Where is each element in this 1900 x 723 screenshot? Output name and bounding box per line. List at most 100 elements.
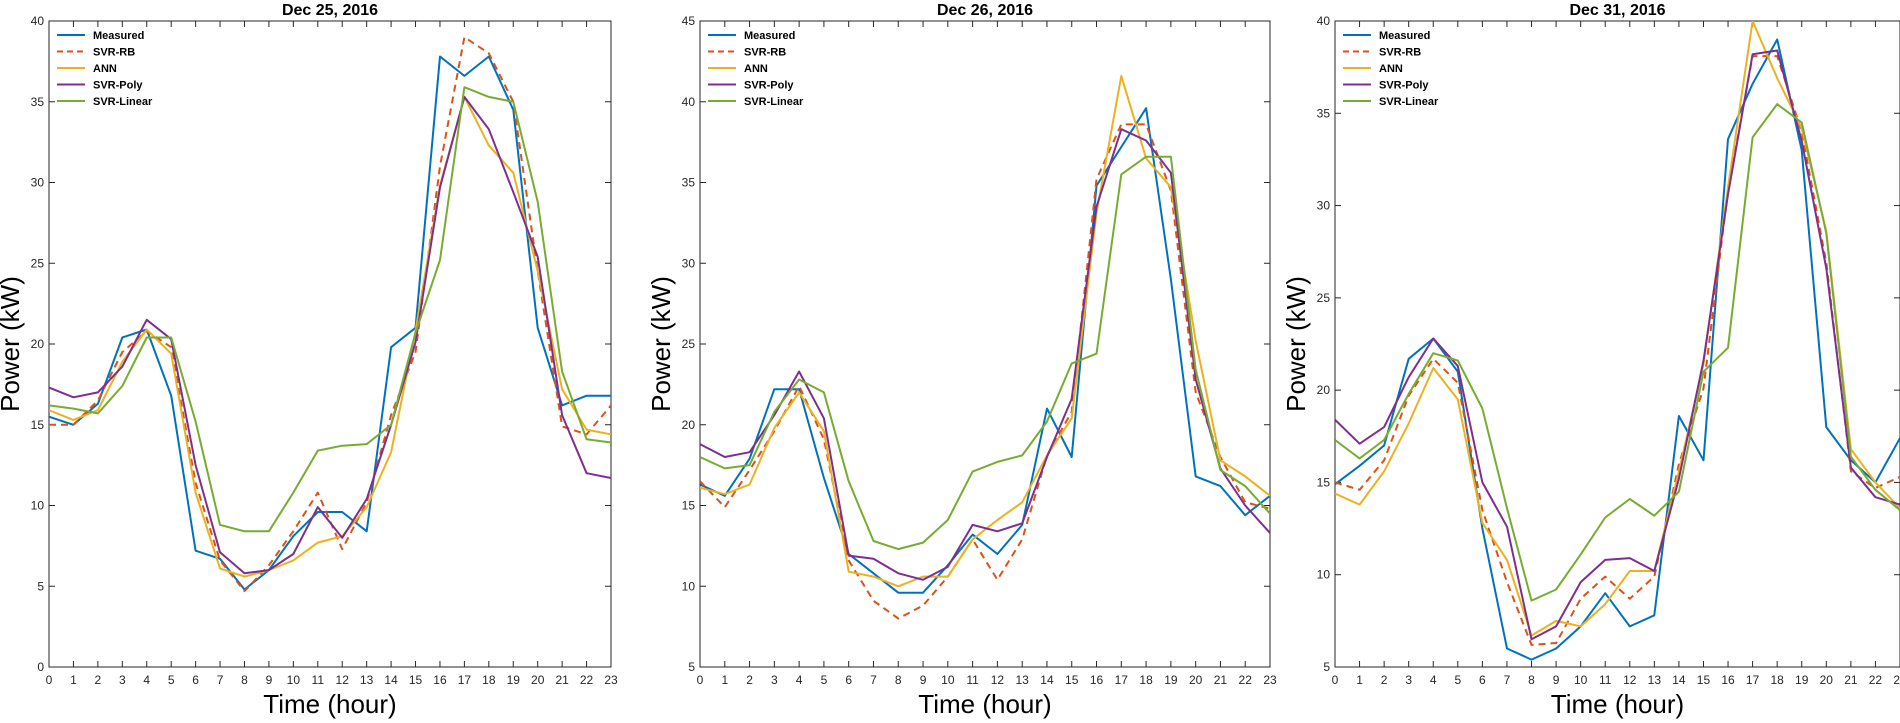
y-tick-label: 5 bbox=[37, 579, 44, 593]
legend-label: ANN bbox=[744, 63, 768, 75]
y-tick-label: 20 bbox=[682, 418, 696, 432]
x-tick-label: 1 bbox=[1356, 673, 1363, 687]
x-tick-label: 13 bbox=[1015, 673, 1029, 687]
x-tick-label: 18 bbox=[1770, 673, 1784, 687]
x-tick-label: 12 bbox=[1623, 673, 1637, 687]
x-tick-label: 17 bbox=[1746, 673, 1760, 687]
x-tick-label: 3 bbox=[771, 673, 778, 687]
x-axis-label: Time (hour) bbox=[263, 689, 396, 719]
x-tick-label: 4 bbox=[1430, 673, 1437, 687]
x-tick-label: 3 bbox=[1405, 673, 1412, 687]
legend-label: SVR-RB bbox=[744, 47, 786, 59]
x-tick-label: 22 bbox=[1869, 673, 1883, 687]
x-tick-label: 1 bbox=[721, 673, 728, 687]
y-tick-label: 10 bbox=[1317, 568, 1331, 582]
x-tick-label: 13 bbox=[360, 673, 374, 687]
x-tick-label: 17 bbox=[458, 673, 472, 687]
x-tick-label: 15 bbox=[1697, 673, 1711, 687]
x-tick-label: 10 bbox=[287, 673, 301, 687]
x-tick-label: 0 bbox=[46, 673, 53, 687]
x-tick-label: 5 bbox=[821, 673, 828, 687]
legend-label: SVR-Poly bbox=[744, 80, 794, 92]
x-tick-label: 6 bbox=[1479, 673, 1486, 687]
y-tick-label: 15 bbox=[682, 499, 696, 513]
x-tick-label: 0 bbox=[1332, 673, 1339, 687]
x-tick-label: 15 bbox=[409, 673, 423, 687]
x-tick-label: 12 bbox=[991, 673, 1005, 687]
x-tick-label: 21 bbox=[555, 673, 569, 687]
series-line-svr-rb bbox=[700, 123, 1270, 620]
x-tick-label: 21 bbox=[1214, 673, 1228, 687]
legend-label: ANN bbox=[93, 63, 117, 75]
plot-area bbox=[699, 20, 1271, 668]
y-tick-label: 35 bbox=[682, 176, 696, 190]
y-tick-label: 25 bbox=[1317, 291, 1331, 305]
x-tick-label: 20 bbox=[1189, 673, 1203, 687]
x-tick-label: 9 bbox=[266, 673, 273, 687]
legend-label: SVR-Linear bbox=[93, 96, 153, 108]
y-tick-label: 10 bbox=[31, 499, 45, 513]
y-tick-label: 40 bbox=[682, 95, 696, 109]
y-axis-label: Power (kW) bbox=[0, 276, 25, 412]
x-tick-label: 14 bbox=[384, 673, 398, 687]
x-tick-label: 12 bbox=[336, 673, 350, 687]
legend: Measured SVR-RB ANN SVR-Poly SVR-Linear bbox=[708, 30, 804, 108]
x-tick-label: 20 bbox=[1820, 673, 1834, 687]
y-tick-label: 40 bbox=[1317, 14, 1331, 28]
x-tick-label: 10 bbox=[941, 673, 955, 687]
legend-label: ANN bbox=[1379, 63, 1403, 75]
x-tick-label: 7 bbox=[870, 673, 877, 687]
legend-label: Measured bbox=[93, 30, 144, 42]
x-tick-label: 23 bbox=[1893, 673, 1900, 687]
chart-title: Dec 31, 2016 bbox=[1569, 2, 1665, 19]
y-tick-label: 40 bbox=[31, 14, 45, 28]
series-line-svr-linear bbox=[49, 86, 611, 533]
y-tick-label: 35 bbox=[31, 95, 45, 109]
x-tick-label: 8 bbox=[241, 673, 248, 687]
series-line-measured bbox=[49, 55, 611, 591]
x-tick-label: 0 bbox=[697, 673, 704, 687]
x-tick-label: 11 bbox=[966, 673, 979, 687]
y-tick-label: 45 bbox=[682, 14, 696, 28]
series-line-svr-poly bbox=[1335, 49, 1900, 641]
y-tick-label: 35 bbox=[1317, 106, 1331, 120]
x-tick-label: 2 bbox=[746, 673, 753, 687]
series-line-svr-linear bbox=[1335, 103, 1900, 602]
x-tick-label: 16 bbox=[1090, 673, 1104, 687]
legend-label: SVR-Poly bbox=[93, 80, 143, 92]
x-tick-label: 6 bbox=[192, 673, 199, 687]
y-tick-label: 25 bbox=[31, 256, 45, 270]
x-tick-label: 22 bbox=[1239, 673, 1253, 687]
chart-title: Dec 25, 2016 bbox=[282, 2, 378, 19]
x-tick-label: 9 bbox=[920, 673, 927, 687]
legend-label: SVR-Linear bbox=[744, 96, 804, 108]
y-tick-label: 30 bbox=[31, 176, 45, 190]
x-tick-label: 18 bbox=[1139, 673, 1153, 687]
series-line-svr-linear bbox=[700, 155, 1270, 551]
x-tick-label: 13 bbox=[1648, 673, 1662, 687]
legend: Measured SVR-RB ANN SVR-Poly SVR-Linear bbox=[57, 30, 153, 108]
x-tick-label: 8 bbox=[895, 673, 902, 687]
y-tick-label: 20 bbox=[1317, 383, 1331, 397]
legend: Measured SVR-RB ANN SVR-Poly SVR-Linear bbox=[1343, 30, 1439, 108]
x-tick-label: 14 bbox=[1672, 673, 1686, 687]
x-tick-label: 16 bbox=[433, 673, 447, 687]
y-tick-label: 30 bbox=[1317, 199, 1331, 213]
x-tick-label: 18 bbox=[482, 673, 496, 687]
y-tick-label: 0 bbox=[37, 660, 44, 674]
x-tick-label: 14 bbox=[1040, 673, 1054, 687]
x-tick-label: 3 bbox=[119, 673, 126, 687]
y-axis-label: Power (kW) bbox=[1281, 276, 1311, 412]
x-tick-label: 6 bbox=[845, 673, 852, 687]
x-tick-label: 10 bbox=[1574, 673, 1588, 687]
y-tick-label: 20 bbox=[31, 337, 45, 351]
series-line-svr-poly bbox=[700, 128, 1270, 581]
x-tick-label: 2 bbox=[95, 673, 102, 687]
x-tick-label: 22 bbox=[580, 673, 594, 687]
legend-label: SVR-RB bbox=[1379, 47, 1421, 59]
x-tick-label: 20 bbox=[531, 673, 545, 687]
